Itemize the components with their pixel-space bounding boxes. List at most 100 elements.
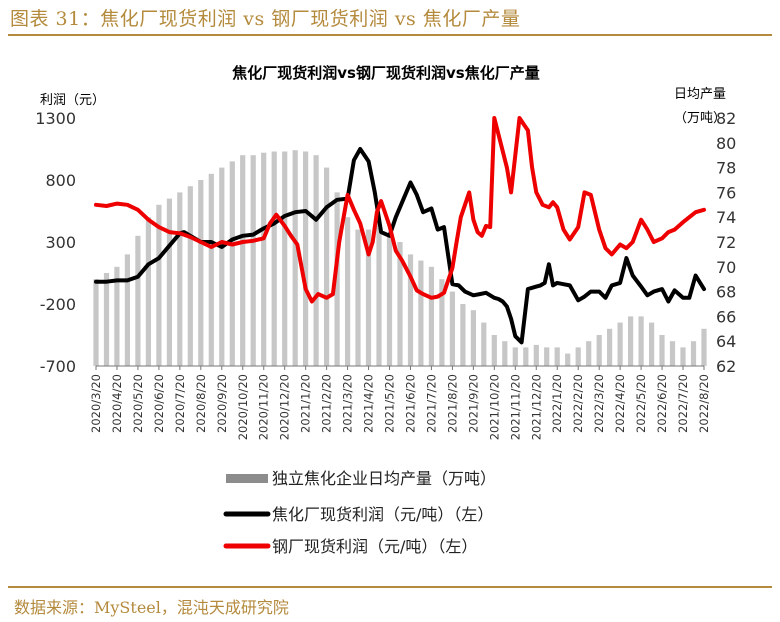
- x-tick-label: 2022/4/20: [613, 374, 627, 433]
- x-tick-label: 2022/8/20: [697, 374, 711, 433]
- output-bar: [292, 150, 298, 366]
- output-bar: [93, 279, 99, 366]
- x-tick-label: 2020/12/20: [278, 374, 292, 440]
- output-bar: [659, 335, 665, 366]
- x-tick-label: 2022/6/20: [655, 374, 669, 433]
- left-tick-label: 800: [45, 171, 76, 190]
- output-bar: [156, 204, 162, 366]
- output-bar: [596, 335, 602, 366]
- right-tick-label: 70: [716, 258, 736, 277]
- x-tick-label: 2020/10/20: [236, 374, 250, 440]
- output-bar: [460, 304, 466, 366]
- x-tick-label: 2020/8/20: [194, 374, 208, 433]
- output-bar: [324, 167, 330, 366]
- top-rule: [8, 34, 772, 36]
- left-tick-label: 300: [45, 233, 76, 252]
- x-tick-label: 2021/8/20: [445, 374, 459, 433]
- right-tick-label: 80: [716, 134, 736, 153]
- legend-item-steel-profit: 钢厂现货利润（元/吨）（左）: [272, 537, 477, 556]
- chart: 焦化厂现货利润vs钢厂现货利润vs焦化厂产量 利润（元） 日均产量 （万吨） 1…: [35, 64, 736, 556]
- left-tick-label: -700: [40, 357, 76, 376]
- right-axis-label-line1: 日均产量: [674, 87, 726, 102]
- x-tick-label: 2020/3/20: [89, 374, 103, 433]
- x-tick-label: 2021/6/20: [404, 374, 418, 433]
- x-tick-label: 2021/10/20: [487, 374, 501, 440]
- output-bar: [345, 217, 351, 366]
- output-bar: [649, 322, 655, 366]
- output-bar: [334, 192, 340, 366]
- x-tick-label: 2022/1/20: [550, 374, 564, 433]
- output-bar: [502, 341, 508, 366]
- output-bar: [690, 341, 697, 366]
- steel-profit-line: [94, 116, 706, 304]
- output-bar: [229, 161, 235, 366]
- figure-title: 图表 31：焦化厂现货利润 vs 钢厂现货利润 vs 焦化厂产量: [10, 8, 521, 30]
- x-tick-label: 2021/2/20: [320, 374, 334, 433]
- left-tick-label: -200: [40, 295, 76, 314]
- legend-item-output: 独立焦化企业日均产量（万吨）: [272, 469, 496, 488]
- output-bar: [303, 151, 309, 366]
- right-tick-label: 62: [716, 357, 736, 376]
- bottom-rule: [8, 586, 772, 588]
- output-bar: [523, 347, 529, 366]
- output-bar: [491, 335, 497, 366]
- output-bar: [669, 341, 676, 366]
- output-bar: [124, 254, 130, 366]
- output-bar: [586, 341, 592, 366]
- x-tick-label: 2021/5/20: [383, 374, 397, 433]
- x-tick-label: 2020/6/20: [152, 374, 166, 433]
- output-bar: [177, 192, 183, 366]
- output-bar: [544, 347, 550, 366]
- right-tick-label: 76: [716, 183, 736, 202]
- output-bar: [376, 223, 382, 366]
- profit-lines: [94, 116, 706, 345]
- output-bar: [565, 353, 571, 366]
- output-bar: [271, 151, 277, 366]
- output-bar: [250, 155, 256, 366]
- output-bar: [145, 217, 151, 366]
- output-bar: [313, 155, 319, 366]
- x-tick-label: 2020/11/20: [257, 374, 271, 440]
- right-tick-label: 66: [716, 307, 736, 326]
- x-tick-label: 2021/4/20: [362, 374, 376, 433]
- legend-item-coke-profit: 焦化厂现货利润（元/吨）（左）: [272, 505, 493, 524]
- output-bar: [554, 347, 560, 366]
- output-bar: [103, 273, 110, 366]
- x-tick-label: 2021/9/20: [466, 374, 480, 433]
- output-bar: [166, 198, 172, 366]
- chart-title: 焦化厂现货利润vs钢厂现货利润vs焦化厂产量: [231, 64, 539, 82]
- output-bar: [219, 167, 225, 366]
- output-bar: [533, 344, 539, 366]
- right-tick-label: 74: [716, 208, 736, 227]
- output-bar: [470, 310, 476, 366]
- output-bar: [397, 242, 403, 366]
- x-tick-label: 2020/9/20: [215, 374, 229, 433]
- output-bar: [428, 266, 434, 366]
- x-tick-label: 2021/1/20: [299, 374, 313, 433]
- output-bar: [617, 322, 623, 366]
- x-tick-label: 2021/11/20: [508, 374, 522, 440]
- output-bar: [135, 235, 141, 366]
- output-bars: [93, 150, 707, 366]
- axes: 1300 800 300 -200 -700 82 80 78 76 74 72 70 68 66 64 62…: [35, 109, 736, 440]
- output-bar: [481, 322, 487, 366]
- right-tick-label: 72: [716, 233, 736, 252]
- data-source: 数据来源：MySteel，混沌天成研究院: [14, 598, 289, 617]
- legend-swatch-bar: [226, 474, 268, 483]
- right-tick-label: 78: [716, 159, 736, 178]
- x-tick-label: 2022/5/20: [634, 374, 648, 433]
- right-tick-label: 68: [716, 283, 736, 302]
- x-tick-label: 2021/3/20: [341, 374, 355, 433]
- legend: 独立焦化企业日均产量（万吨） 焦化厂现货利润（元/吨）（左） 钢厂现货利润（元/吨）…: [223, 469, 496, 556]
- output-bar: [386, 235, 393, 366]
- output-bar: [638, 316, 644, 366]
- x-tick-label: 2021/7/20: [424, 374, 438, 433]
- output-bar: [114, 266, 120, 366]
- output-bar: [198, 180, 204, 366]
- output-bar: [187, 186, 193, 366]
- x-tick-label: 2020/5/20: [131, 374, 145, 433]
- output-bar: [407, 254, 414, 366]
- output-bar: [355, 229, 361, 366]
- output-bar: [701, 328, 707, 366]
- output-bar: [418, 260, 424, 366]
